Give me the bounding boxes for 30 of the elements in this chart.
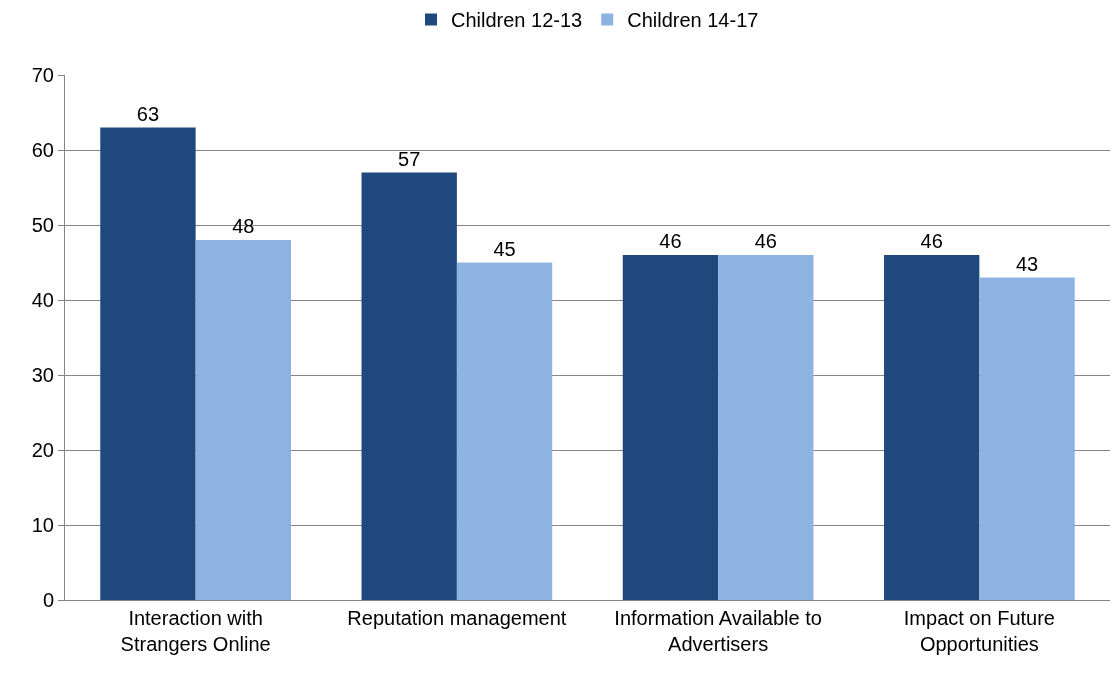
y-tick-label: 40: [31, 289, 54, 311]
legend-label: Children 12-13: [451, 9, 583, 32]
y-tick-label: 10: [31, 514, 54, 536]
data-label: 46: [754, 230, 777, 252]
bar: [979, 277, 1075, 600]
y-tick-label: 50: [31, 214, 54, 236]
data-label: 45: [493, 237, 516, 260]
bar: [195, 240, 291, 600]
y-tick-label: 20: [31, 439, 54, 461]
data-label: 57: [398, 147, 421, 170]
bar: [456, 262, 553, 600]
data-label: 46: [659, 230, 682, 252]
x-tick-label: Interaction with Strangers Online: [120, 607, 271, 655]
data-label: 43: [1015, 252, 1039, 275]
data-label: 46: [920, 230, 943, 252]
y-tick-label: 30: [31, 364, 54, 386]
y-tick-label: 60: [31, 139, 54, 161]
y-tick-label: 70: [31, 64, 54, 86]
bar: [622, 255, 719, 600]
data-label: 63: [136, 102, 160, 125]
y-tick-label: 0: [42, 589, 54, 611]
x-tick-label: Reputation management: [347, 607, 567, 629]
bar: [718, 255, 814, 600]
bar: [361, 172, 457, 600]
legend-label: Children 14-17: [627, 9, 759, 32]
data-label: 48: [232, 215, 255, 237]
x-tick-label: Impact on Future Opportunities: [903, 607, 1055, 655]
x-tick-label: Information Available to Advertisers: [614, 607, 822, 655]
bar: [100, 127, 196, 600]
bar: [884, 255, 980, 600]
